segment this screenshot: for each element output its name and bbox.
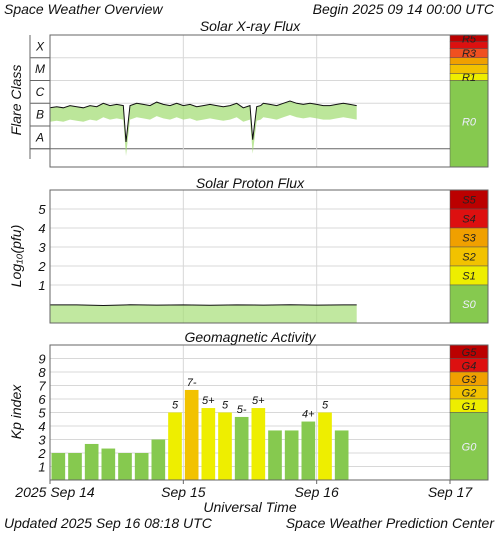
kp-bar-label: 5 — [172, 400, 179, 412]
proton-frame — [49, 189, 489, 324]
kp-y-tick-3: 3 — [38, 433, 46, 448]
kp-scale-label-G3: G3 — [462, 374, 478, 386]
kp-bar-label: 4+ — [302, 409, 315, 421]
kp-bar-label: 5+ — [202, 395, 215, 407]
kp-y-tick-7: 7 — [38, 379, 46, 394]
kp-bar — [201, 408, 216, 480]
xray-scale-label-R0: R0 — [462, 116, 477, 128]
kp-y-tick-6: 6 — [38, 392, 46, 407]
kp-y-tick-9: 9 — [38, 352, 45, 367]
xray-class-label-B: B — [36, 108, 44, 122]
kp-title: Geomagnetic Activity — [184, 329, 316, 345]
xray-frame — [49, 34, 489, 168]
proton-y-tick-2: 2 — [37, 259, 46, 274]
xray-class-label-M: M — [35, 62, 45, 76]
proton-scale-label-S0: S0 — [462, 299, 476, 311]
xray-class-label-C: C — [36, 85, 45, 99]
kp-scale-label-G0: G0 — [462, 441, 478, 453]
kp-bar-label: 5+ — [252, 395, 265, 407]
proton-title: Solar Proton Flux — [195, 175, 305, 191]
kp-bar — [301, 421, 316, 480]
proton-scale-label-S1: S1 — [462, 271, 475, 283]
kp-bar-label: 5 — [222, 400, 229, 412]
xray-title: Solar X-ray Flux — [199, 18, 301, 34]
kp-bar — [234, 416, 249, 480]
kp-bar — [168, 412, 182, 480]
kp-bar — [101, 448, 116, 480]
kp-bar — [84, 443, 99, 480]
kp-y-tick-8: 8 — [38, 365, 46, 380]
xray-class-label-X: X — [35, 39, 45, 53]
kp-bar-label: 7- — [187, 377, 197, 389]
footer-center: Space Weather Prediction Center — [285, 515, 494, 531]
kp-y-tick-2: 2 — [37, 446, 46, 461]
kp-bar — [284, 430, 299, 480]
header-title: Space Weather Overview — [4, 1, 163, 17]
xray-class-label-A: A — [35, 130, 44, 144]
kp-scale-label-G2: G2 — [462, 387, 477, 399]
proton-y-tick-5: 5 — [38, 202, 46, 217]
xray-flux-glow — [50, 101, 357, 156]
xray-scale-label-R1: R1 — [462, 72, 476, 84]
kp-scale-band — [449, 412, 489, 481]
kp-scale-label-G4: G4 — [462, 360, 477, 372]
xray-flux-line — [49, 100, 357, 143]
kp-y-tick-1: 1 — [38, 460, 45, 475]
kp-y-tick-5: 5 — [38, 406, 46, 421]
kp-bar — [118, 453, 132, 480]
kp-y-tick-4: 4 — [38, 419, 45, 434]
time-tick-label: Sep 16 — [294, 484, 339, 500]
kp-bar — [151, 439, 166, 480]
kp-bar — [51, 453, 66, 480]
proton-y-tick-4: 4 — [38, 221, 45, 236]
time-axis-label: Universal Time — [203, 499, 297, 515]
time-tick-label: Sep 17 — [428, 484, 474, 500]
kp-bar — [68, 453, 82, 480]
xray-scale-label-R5: R5 — [462, 33, 477, 45]
proton-y-tick-1: 1 — [38, 278, 45, 293]
time-tick-label: Sep 15 — [161, 484, 206, 500]
kp-frame — [49, 344, 489, 481]
kp-scale-label-G5: G5 — [462, 347, 478, 359]
xray-scale-label-R3: R3 — [462, 48, 477, 60]
proton-scale-label-S5: S5 — [462, 195, 476, 207]
kp-bar — [251, 408, 266, 480]
kp-bar — [134, 453, 149, 480]
header-begin-time: Begin 2025 09 14 00:00 UTC — [312, 1, 494, 17]
proton-scale-label-S3: S3 — [462, 233, 476, 245]
kp-bar — [334, 430, 349, 480]
kp-bar — [318, 412, 332, 480]
time-tick-label: 2025 Sep 14 — [14, 484, 95, 500]
proton-scale-band — [449, 284, 489, 324]
kp-bar-label: 5- — [237, 404, 247, 416]
proton-flux-line — [50, 304, 357, 307]
proton-y-tick-3: 3 — [38, 240, 46, 255]
proton-scale-label-S4: S4 — [462, 214, 475, 226]
kp-bar-label: 5 — [322, 400, 329, 412]
proton-flux-glow — [50, 304, 357, 324]
footer-updated: Updated 2025 Sep 16 08:18 UTC — [4, 515, 212, 531]
kp-bar — [218, 412, 232, 480]
kp-bar — [184, 389, 199, 480]
kp-scale-label-G1: G1 — [462, 401, 477, 413]
kp-bar — [268, 430, 282, 480]
proton-scale-label-S2: S2 — [462, 252, 475, 264]
